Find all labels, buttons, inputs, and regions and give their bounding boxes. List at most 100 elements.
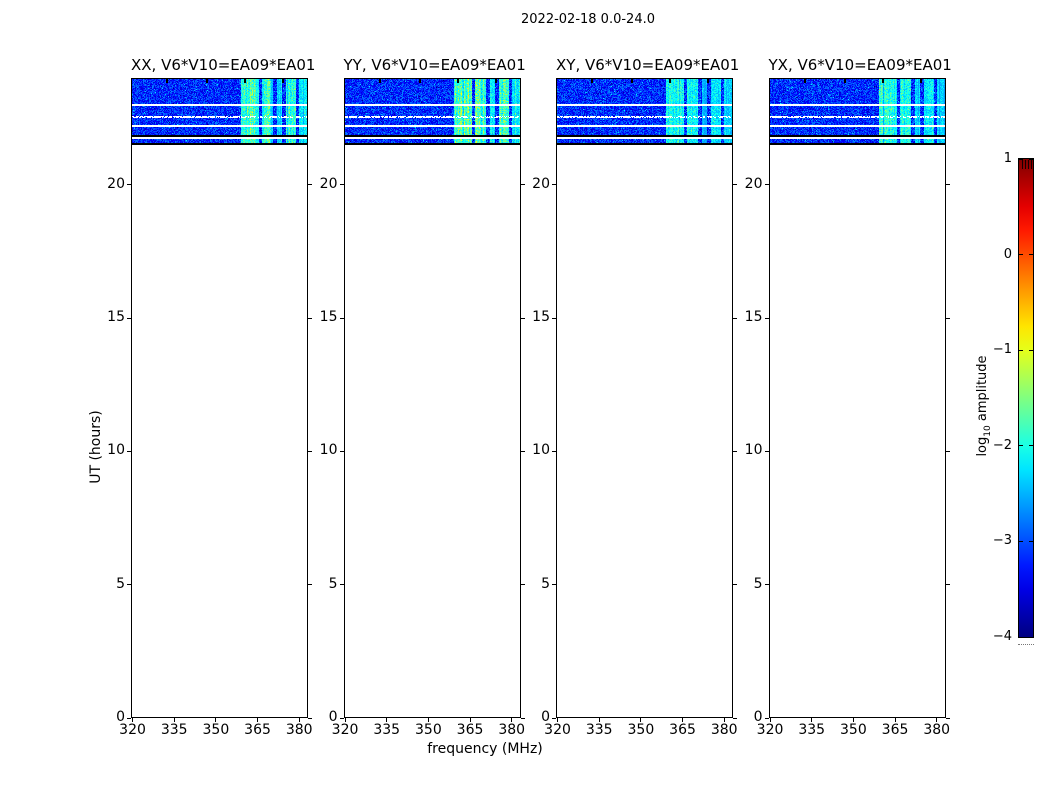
x-tick [386, 718, 388, 722]
colorbar-tick-label: −4 [992, 629, 1012, 644]
colorbar-tick [1019, 254, 1023, 256]
panel-title-yx: YX, V6*V10=EA09*EA01 [768, 56, 952, 74]
y-tick [127, 584, 131, 586]
x-tick [215, 718, 217, 722]
spectrogram-canvas-yy [344, 79, 520, 145]
x-tick-label: 380 [285, 722, 313, 738]
panel-title-xy: XY, V6*V10=EA09*EA01 [556, 56, 740, 74]
x-tick-label: 380 [710, 722, 738, 738]
x-tick-label: 350 [840, 722, 867, 738]
panel-xy [556, 78, 733, 718]
colorbar-tick [1029, 158, 1033, 160]
panel-yy [343, 78, 521, 718]
colorbar-tick [1029, 636, 1033, 638]
x-tick-label: 365 [881, 722, 909, 738]
panel-xx [131, 78, 308, 718]
y-tick [520, 584, 525, 586]
x-tick [852, 718, 854, 722]
y-tick [520, 450, 525, 452]
y-tick [552, 184, 556, 186]
y-tick-label: 20 [319, 175, 338, 192]
panel-title-yy: YY, V6*V10=EA09*EA01 [343, 56, 526, 74]
spectrogram-canvas-yx [769, 79, 945, 145]
y-tick [945, 450, 950, 452]
y-tick [945, 584, 950, 586]
x-tick-label: 335 [373, 722, 401, 738]
y-tick [733, 184, 737, 186]
x-tick-label: 350 [627, 722, 655, 738]
x-tick-label: 350 [202, 722, 230, 738]
colorbar-tick [1019, 540, 1023, 542]
y-tick [339, 450, 344, 452]
x-tick [894, 718, 896, 722]
y-tick-label: 0 [116, 709, 125, 725]
x-tick [598, 718, 600, 722]
x-tick-label: 350 [415, 722, 442, 738]
x-tick [682, 718, 684, 722]
y-tick [764, 717, 769, 719]
y-tick [339, 317, 344, 319]
y-tick [945, 184, 950, 186]
y-tick-label: 10 [744, 442, 763, 459]
colorbar-tick-label: 0 [1003, 246, 1012, 262]
x-tick [344, 718, 346, 722]
x-tick-label: 320 [544, 722, 571, 738]
x-tick-label: 335 [585, 722, 613, 738]
x-axis-label: frequency (MHz) [427, 741, 543, 757]
y-tick-label: 5 [328, 575, 338, 592]
y-tick [127, 450, 131, 452]
colorbar-label-sub: 10 [982, 425, 993, 437]
x-tick [557, 718, 559, 722]
x-tick [469, 718, 471, 722]
y-tick [520, 717, 525, 719]
colorbar-tick-label: −2 [992, 437, 1012, 453]
panel-yx [768, 78, 946, 718]
y-tick [764, 584, 769, 586]
y-tick [127, 184, 131, 186]
colorbar-tick [1019, 158, 1023, 160]
x-tick [427, 718, 429, 722]
colorbar-top-hatch [1020, 160, 1032, 169]
y-tick-label: 0 [541, 709, 550, 725]
x-tick-label: 365 [456, 722, 484, 738]
colorbar-tick [1029, 540, 1033, 542]
y-tick-label: 10 [319, 442, 338, 459]
y-tick [733, 584, 737, 586]
x-tick [769, 718, 771, 722]
colorbar-tick [1029, 349, 1033, 351]
colorbar-gradient [1018, 158, 1034, 638]
y-tick [339, 717, 344, 719]
x-tick-label: 380 [923, 722, 951, 738]
y-tick-label: 20 [107, 175, 125, 192]
colorbar-label-rest: amplitude [975, 355, 991, 426]
panel-title-xx: XX, V6*V10=EA09*EA01 [131, 56, 316, 74]
y-tick [127, 317, 131, 319]
y-tick [552, 450, 556, 452]
y-tick-label: 5 [541, 575, 550, 592]
colorbar-tick [1019, 636, 1023, 638]
colorbar-tick [1019, 445, 1023, 447]
y-tick-label: 0 [328, 709, 338, 725]
colorbar-tick [1029, 445, 1033, 447]
x-tick-label: 335 [798, 722, 826, 738]
colorbar-tick-label: −1 [992, 342, 1012, 358]
y-tick [308, 450, 312, 452]
y-tick-label: 10 [532, 442, 550, 459]
y-tick [308, 184, 312, 186]
x-tick-label: 380 [498, 722, 526, 738]
x-tick [257, 718, 259, 722]
y-tick-label: 20 [532, 175, 550, 192]
y-tick [552, 717, 556, 719]
y-tick [339, 184, 344, 186]
spectrogram-canvas-xy [557, 79, 732, 145]
y-tick-label: 15 [107, 309, 125, 325]
x-tick [298, 718, 300, 722]
x-tick-label: 365 [244, 722, 271, 738]
x-tick-label: 365 [669, 722, 696, 738]
y-tick [552, 317, 556, 319]
y-tick [764, 450, 769, 452]
y-tick [308, 317, 312, 319]
y-tick-label: 0 [753, 709, 763, 725]
y-tick-label: 20 [744, 175, 763, 192]
colorbar-tick-label: −3 [992, 533, 1012, 549]
